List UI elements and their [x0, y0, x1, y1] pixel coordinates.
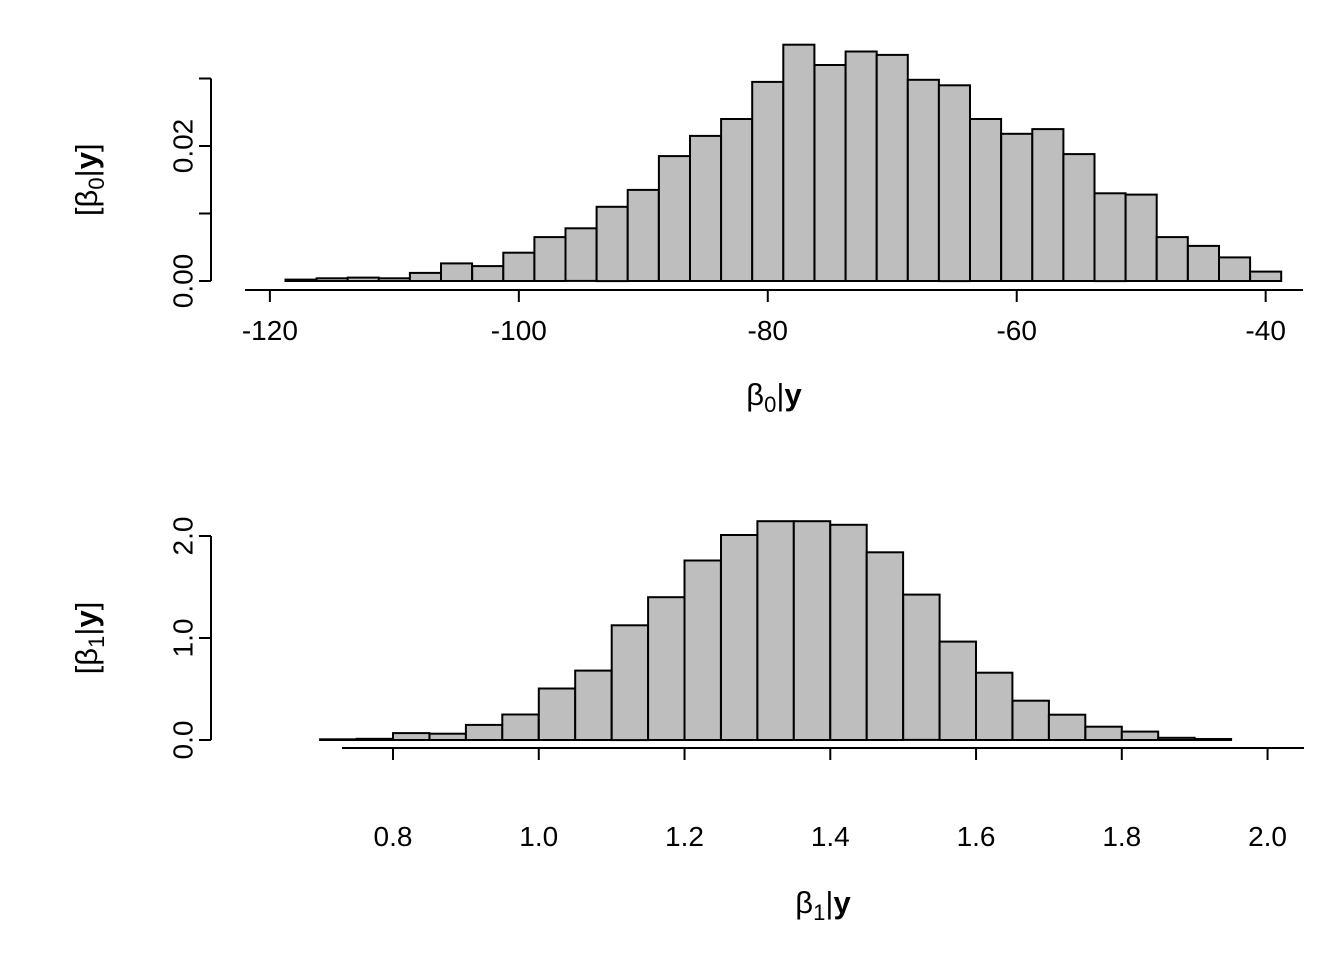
y-tick-label: 0.00	[168, 254, 199, 309]
histogram-bar	[533, 236, 567, 283]
y-axis-title: [β0|y]	[69, 143, 109, 216]
histogram-bar	[657, 155, 692, 283]
y-tick-label: 1.0	[168, 619, 199, 658]
x-axis: -120 -100 -80 -60 -40	[242, 289, 1303, 346]
histogram-bar	[689, 134, 723, 282]
histogram-bar	[844, 50, 878, 282]
histogram-bar	[610, 624, 650, 742]
histogram-bar	[1000, 132, 1034, 282]
x-tick-label: 0.8	[374, 821, 413, 852]
histogram-bar	[782, 43, 816, 283]
histogram-bar	[969, 118, 1003, 282]
y-axis: 0.0 1.0 2.0	[168, 517, 212, 760]
histogram-bar	[1031, 128, 1065, 282]
y-axis: 0.00 0.02	[168, 77, 212, 309]
histogram-bar	[792, 520, 832, 742]
histogram-bar	[537, 687, 577, 741]
histogram-bar	[1047, 713, 1087, 742]
x-tick-label: 2.0	[1248, 821, 1287, 852]
histogram-bars	[284, 43, 1283, 283]
histogram-bar	[501, 713, 540, 741]
histogram-bar	[720, 118, 754, 282]
histogram-bar	[751, 80, 785, 283]
histogram-bar	[1155, 236, 1189, 283]
histogram-bar	[502, 251, 536, 282]
histogram-bar	[471, 265, 505, 283]
histogram-bar	[408, 271, 442, 282]
y-tick-label: 0.0	[168, 721, 199, 760]
x-tick-label: 1.4	[811, 821, 850, 852]
y-tick-label: 0.02	[168, 119, 199, 174]
histogram-bars	[319, 520, 1233, 742]
histogram-bar	[315, 277, 349, 282]
x-tick-label: -100	[491, 315, 547, 346]
histogram-bar	[647, 596, 686, 742]
histogram-bar	[1218, 256, 1252, 282]
histogram-bar	[720, 534, 759, 741]
x-axis-title: β0|y	[746, 377, 802, 417]
x-tick-label: 1.6	[957, 821, 996, 852]
x-tick-label: 1.2	[665, 821, 704, 852]
histogram-bar	[1093, 192, 1127, 283]
histogram-bar	[464, 723, 504, 742]
histogram-bar	[595, 205, 629, 283]
x-tick-label: 1.0	[519, 821, 558, 852]
histogram-bar	[1084, 725, 1123, 742]
histogram-beta1-posterior: 0.8 1.0 1.2 1.4 1.6 1.8 2.0 0.0 1.0 2.0 β1|y [β1|y]	[69, 517, 1304, 925]
histogram-bar	[1120, 730, 1160, 741]
histogram-bar	[574, 669, 613, 741]
histogram-bar	[319, 738, 358, 741]
histogram-bar	[1062, 153, 1096, 283]
histogram-bar	[865, 551, 905, 741]
histogram-bar	[284, 278, 318, 283]
histogram-bar	[428, 732, 467, 742]
histogram-bar	[906, 78, 940, 282]
x-tick-label: -120	[242, 315, 298, 346]
x-axis: 0.8 1.0 1.2 1.4 1.6 1.8 2.0	[342, 747, 1304, 852]
histogram-bar	[1186, 244, 1221, 282]
histogram-bar	[813, 64, 847, 282]
histogram-bar	[938, 640, 977, 741]
y-tick-label: 2.0	[168, 517, 199, 556]
histogram-bar	[756, 520, 795, 742]
histogram-bar	[564, 227, 598, 282]
histogram-bar	[377, 277, 411, 282]
histogram-bar	[626, 188, 660, 282]
histogram-bar	[1157, 736, 1196, 741]
histogram-bar	[875, 53, 909, 283]
x-tick-label: -60	[996, 315, 1036, 346]
histogram-bar	[902, 593, 941, 741]
histogram-bar	[1011, 699, 1050, 742]
x-tick-label: -80	[748, 315, 788, 346]
histogram-bar	[440, 262, 474, 282]
histogram-bar	[937, 84, 972, 283]
histogram-bar	[346, 276, 380, 283]
histogram-bar	[392, 732, 431, 741]
y-axis-title: [β1|y]	[69, 602, 109, 675]
histogram-bar	[975, 671, 1014, 742]
histogram-bar	[355, 737, 395, 741]
x-tick-label: -40	[1245, 315, 1285, 346]
histogram-bar	[683, 559, 722, 741]
x-axis-title: β1|y	[795, 885, 851, 925]
histogram-beta0-posterior: -120 -100 -80 -60 -40 0.00 0.02 β0|y [β0|y]	[69, 43, 1303, 417]
histogram-bar	[1193, 738, 1233, 741]
x-tick-label: 1.8	[1102, 821, 1141, 852]
histogram-bar	[1124, 193, 1158, 283]
histogram-bar	[1249, 270, 1283, 283]
histogram-bar	[829, 523, 868, 741]
